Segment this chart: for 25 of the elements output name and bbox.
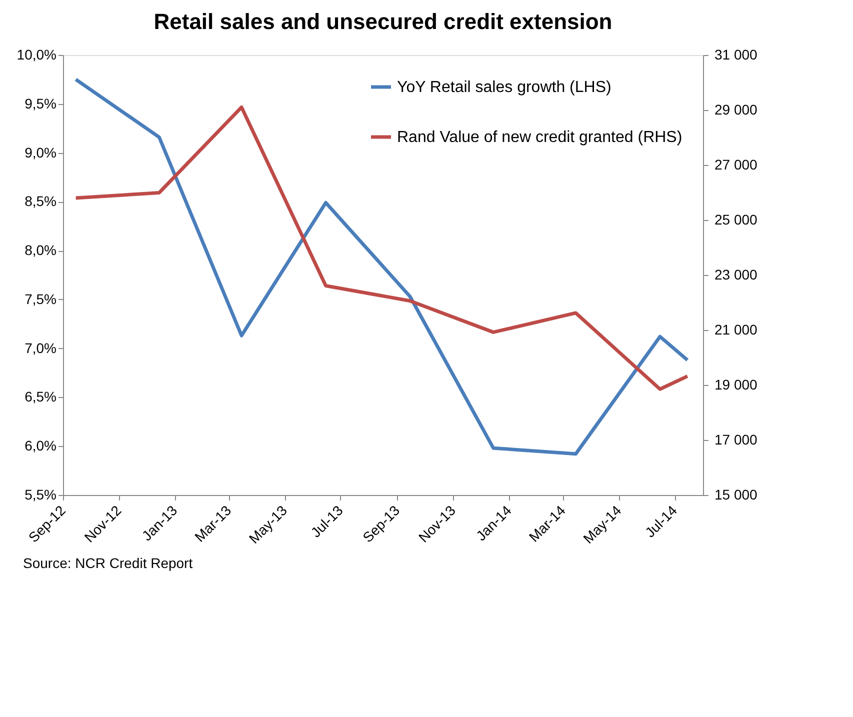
line-series xyxy=(74,106,690,391)
y-tick-label: 5,5% xyxy=(24,486,56,502)
chart-title: Retail sales and unsecured credit extension xyxy=(154,9,612,34)
y-tick-label: 9,0% xyxy=(24,144,56,160)
y2-tick-label: 21 000 xyxy=(714,322,758,338)
y-tick-label: 9,5% xyxy=(24,95,56,112)
y2-tick-label: 31 000 xyxy=(714,46,758,62)
source-note: Source: NCR Credit Report xyxy=(23,555,193,571)
y2-tick-label: 19 000 xyxy=(714,376,758,392)
y-tick-label: 10,0% xyxy=(16,46,56,62)
legend-label: YoY Retail sales growth (LHS) xyxy=(397,79,612,96)
y2-tick-label: 25 000 xyxy=(714,212,758,228)
y-tick-label: 8,5% xyxy=(24,193,56,210)
y-tick-label: 7,0% xyxy=(24,340,56,356)
y2-tick-label: 15 000 xyxy=(714,486,758,502)
legend-label: Rand Value of new credit granted (RHS) xyxy=(397,129,682,146)
y-tick-label: 8,0% xyxy=(24,242,56,258)
y-tick-label: 7,5% xyxy=(24,290,56,307)
y2-tick-label: 27 000 xyxy=(714,156,758,172)
line-series xyxy=(74,78,690,456)
y2-tick-label: 23 000 xyxy=(714,266,758,282)
y-tick-label: 6,5% xyxy=(24,388,56,405)
y2-tick-label: 29 000 xyxy=(714,102,758,118)
y-tick-label: 6,0% xyxy=(24,438,56,454)
y2-tick-label: 17 000 xyxy=(714,432,758,448)
